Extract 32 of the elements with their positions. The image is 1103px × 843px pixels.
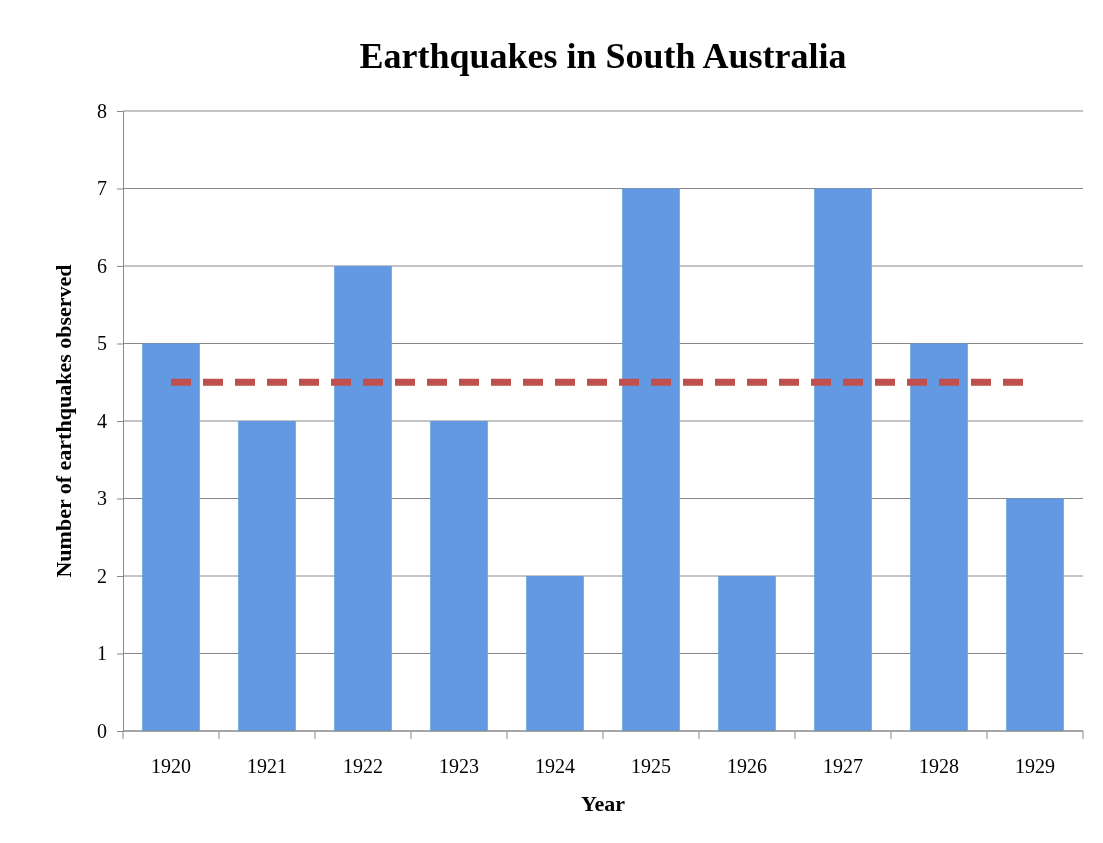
y-tick-label: 6 [97, 254, 107, 277]
bar [430, 421, 488, 731]
x-tick-label: 1926 [727, 755, 767, 777]
y-tick-label: 3 [97, 487, 107, 510]
x-tick-label: 1929 [1015, 755, 1055, 777]
bar [910, 343, 968, 731]
bar [238, 421, 296, 731]
y-tick-label: 5 [97, 332, 107, 355]
bar [526, 576, 584, 731]
x-tick-label: 1921 [247, 755, 287, 777]
y-axis-title: Number of earthquakes observed [51, 264, 76, 578]
bar [1006, 498, 1064, 731]
y-tick-label: 8 [97, 99, 107, 122]
y-tick-label: 2 [97, 564, 107, 587]
x-tick-label: 1923 [439, 755, 479, 777]
bar [142, 343, 200, 731]
bar [814, 188, 872, 731]
x-tick-label: 1922 [343, 755, 383, 777]
x-tick-label: 1924 [535, 755, 575, 777]
bar [718, 576, 776, 731]
y-tick-label: 7 [97, 177, 107, 200]
x-tick-label: 1925 [631, 755, 671, 777]
x-tick-label: 1920 [151, 755, 191, 777]
x-tick-label: 1928 [919, 755, 959, 777]
chart-title: Earthquakes in South Australia [359, 36, 847, 76]
bar [334, 266, 392, 731]
bar [622, 188, 680, 731]
y-tick-label: 0 [97, 719, 107, 742]
x-axis-title: Year [581, 791, 626, 816]
y-tick-label: 4 [97, 409, 107, 432]
x-tick-label: 1927 [823, 755, 863, 777]
y-tick-label: 1 [97, 642, 107, 665]
